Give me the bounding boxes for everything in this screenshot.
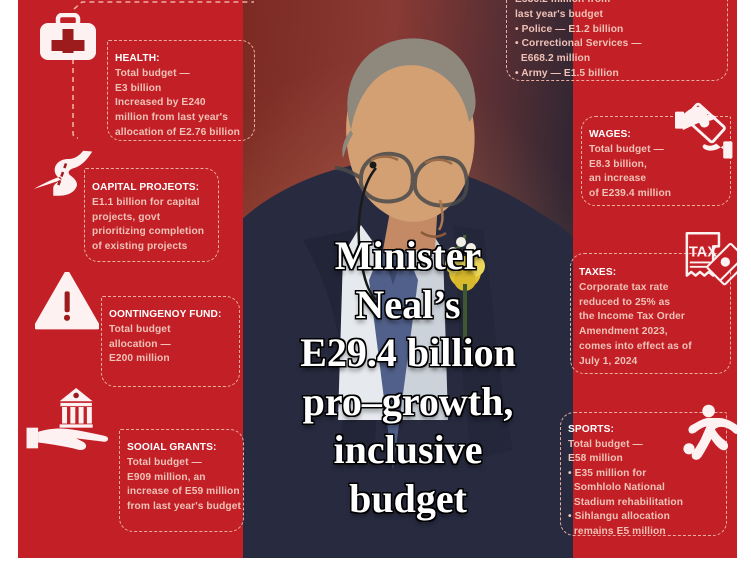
svg-text:TAX: TAX bbox=[689, 245, 717, 261]
